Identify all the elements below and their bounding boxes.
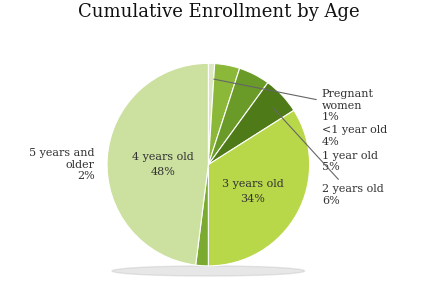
Text: 34%: 34% bbox=[240, 194, 265, 204]
Text: 2 years old
6%: 2 years old 6% bbox=[273, 108, 384, 206]
Text: 48%: 48% bbox=[150, 167, 175, 177]
Wedge shape bbox=[196, 165, 208, 266]
Text: 3 years old: 3 years old bbox=[222, 179, 284, 189]
Text: 5 years and
older
2%: 5 years and older 2% bbox=[29, 148, 95, 181]
Wedge shape bbox=[208, 64, 239, 165]
Title: Cumulative Enrollment by Age: Cumulative Enrollment by Age bbox=[78, 3, 359, 21]
Text: 4 years old: 4 years old bbox=[132, 152, 194, 162]
Ellipse shape bbox=[112, 266, 304, 276]
Text: Pregnant
women
1%: Pregnant women 1% bbox=[214, 79, 374, 123]
Wedge shape bbox=[208, 63, 215, 165]
Text: <1 year old
4%: <1 year old 4% bbox=[322, 126, 387, 147]
Wedge shape bbox=[107, 63, 208, 265]
Wedge shape bbox=[208, 110, 310, 266]
Wedge shape bbox=[208, 68, 268, 165]
Wedge shape bbox=[208, 83, 294, 165]
Text: 1 year old
5%: 1 year old 5% bbox=[322, 151, 378, 172]
